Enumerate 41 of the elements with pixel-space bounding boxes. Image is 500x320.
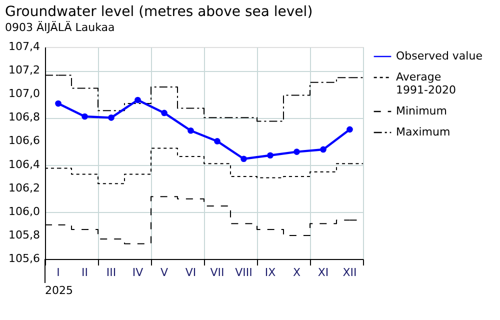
y-tick-label: 106,0 bbox=[8, 204, 40, 218]
y-tick-label: 107,2 bbox=[8, 64, 40, 77]
point bbox=[82, 113, 88, 120]
x-tick-label: XI bbox=[318, 266, 329, 279]
point bbox=[240, 156, 247, 162]
x-tick-label: I bbox=[56, 266, 60, 279]
y-tick-label: 107,4 bbox=[8, 40, 40, 53]
chart-title: Groundwater level (metres above sea level) bbox=[5, 4, 313, 20]
point bbox=[134, 96, 141, 104]
legend-label: Maximum bbox=[396, 126, 450, 138]
x-tick-label: V bbox=[160, 266, 168, 279]
y-tick-label: 106,4 bbox=[8, 158, 40, 171]
x-tick-label: II bbox=[82, 266, 88, 279]
x-tick-label: VIII bbox=[235, 266, 252, 279]
y-tick-label: 107,0 bbox=[8, 87, 40, 100]
chart-subtitle: 0903 ÄIJÄLÄ Laukaa bbox=[5, 20, 115, 34]
x-axis-title: 2025 bbox=[45, 284, 73, 297]
x-tick-label: XII bbox=[342, 266, 357, 279]
point bbox=[320, 146, 326, 153]
y-tick-label: 105,8 bbox=[8, 228, 40, 242]
legend-label: Observed value bbox=[396, 50, 483, 62]
y-tick-label: 105,6 bbox=[8, 252, 40, 265]
point bbox=[214, 138, 220, 144]
point bbox=[108, 114, 114, 121]
point bbox=[294, 148, 300, 155]
y-tick-label: 106,2 bbox=[8, 181, 40, 194]
point bbox=[346, 126, 353, 133]
y-tick-label: 106,8 bbox=[8, 110, 40, 124]
legend-label: Average 1991-2020 bbox=[396, 70, 456, 96]
x-tick-label: IX bbox=[264, 266, 276, 279]
point bbox=[161, 110, 168, 116]
x-tick-label: VII bbox=[210, 266, 224, 279]
point bbox=[55, 100, 62, 107]
x-tick-label: X bbox=[292, 266, 301, 279]
x-tick-label: IV bbox=[132, 266, 144, 279]
x-tick-label: III bbox=[106, 266, 116, 279]
point bbox=[188, 127, 194, 134]
y-tick-label: 106,6 bbox=[8, 134, 40, 148]
x-tick-label: VI bbox=[185, 266, 196, 279]
point bbox=[267, 152, 274, 159]
legend-label: Minimum bbox=[396, 104, 447, 118]
